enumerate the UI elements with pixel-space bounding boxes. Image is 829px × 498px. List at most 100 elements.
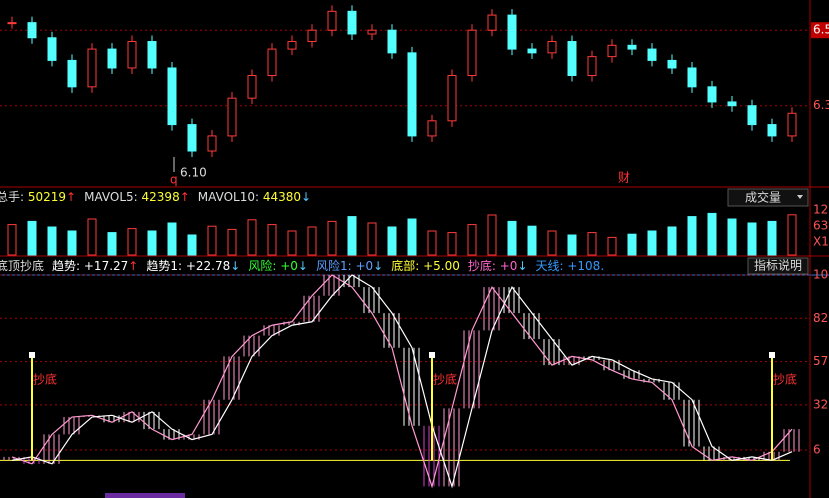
candle xyxy=(627,44,637,50)
candle xyxy=(167,67,177,126)
volume-bar xyxy=(47,226,57,256)
volume-bar xyxy=(567,234,577,256)
header-arrow: ↓ xyxy=(517,259,527,273)
candle xyxy=(227,97,237,137)
volume-bar xyxy=(707,212,717,256)
candle xyxy=(687,67,697,88)
header-value: 50219 xyxy=(28,190,66,204)
candle xyxy=(367,29,377,35)
candle xyxy=(727,101,737,107)
header-arrow: ↓ xyxy=(373,259,383,273)
candle xyxy=(467,29,477,77)
candle xyxy=(107,48,117,69)
header-label: MAVOL5: xyxy=(84,190,141,204)
volume-bar xyxy=(447,232,457,256)
volume-bar xyxy=(467,224,477,256)
header-value: 42398 xyxy=(142,190,180,204)
volume-bar xyxy=(387,226,397,256)
y-tick-label: 6 xyxy=(813,442,821,456)
header-label: 抄底: xyxy=(468,258,500,273)
news-label: 财 xyxy=(618,171,630,185)
volume-bar xyxy=(347,216,357,256)
volume-bar xyxy=(767,220,777,256)
volume-bar xyxy=(687,216,697,256)
header-value: +5.00 xyxy=(423,259,460,273)
volume-bar xyxy=(747,222,757,256)
signal-label: 抄底 xyxy=(33,372,57,387)
candle xyxy=(187,124,197,152)
candle xyxy=(147,41,157,69)
tick-highlight xyxy=(811,22,829,39)
help-box[interactable] xyxy=(747,257,809,275)
candle xyxy=(87,48,97,88)
candle xyxy=(207,135,217,152)
volume-bar xyxy=(667,226,677,256)
volume-bar xyxy=(167,222,177,256)
volume-axis-label: X10 xyxy=(813,235,829,249)
volume-bar xyxy=(207,225,217,256)
selector-label[interactable]: 成交量 xyxy=(745,190,781,205)
candle xyxy=(667,59,677,69)
y-tick-label: 32 xyxy=(813,397,828,411)
indicator-line xyxy=(11,274,793,489)
volume-bar xyxy=(247,219,257,256)
candle xyxy=(547,41,557,54)
candle xyxy=(767,124,777,137)
header-arrow: ↓ xyxy=(298,259,308,273)
header-label: 趋势: xyxy=(52,259,84,273)
signal-cap xyxy=(429,352,435,358)
volume-bar xyxy=(727,218,737,256)
signal-label: 抄底 xyxy=(773,372,797,387)
low-label: 6.10 xyxy=(180,166,207,180)
y-tick-label: 6.3 xyxy=(813,98,829,112)
candle xyxy=(447,75,457,122)
header-label: MAVOL10: xyxy=(198,190,263,204)
candle xyxy=(587,56,597,77)
low-marker: q xyxy=(170,173,178,187)
header-value: +0 xyxy=(280,259,298,273)
y-tick-label: 6.5 xyxy=(813,23,829,37)
volume-bar xyxy=(147,230,157,256)
help-button[interactable]: 指标说明 xyxy=(747,257,809,275)
volume-header: 总手: 50219↑ MAVOL5: 42398↑ MAVOL10: 44380↓ xyxy=(0,190,311,204)
volume-axis-label: 12 xyxy=(813,203,828,217)
candle xyxy=(527,48,537,54)
candle xyxy=(607,44,617,58)
volume-bar xyxy=(607,236,617,256)
volume-bar xyxy=(127,228,137,256)
candle xyxy=(307,29,317,43)
header-value: 44380 xyxy=(263,190,301,204)
volume-bar xyxy=(107,232,117,256)
header-arrow: ↑ xyxy=(180,190,190,204)
header-arrow: ↓ xyxy=(301,190,311,204)
header-value: +108. xyxy=(567,259,604,273)
header-value: +0 xyxy=(500,259,518,273)
header-value: +0 xyxy=(355,259,373,273)
header-arrow: ↑ xyxy=(128,259,138,273)
y-tick-label: 57 xyxy=(813,354,828,368)
volume-bar xyxy=(267,224,277,256)
candle xyxy=(347,10,357,35)
volume-bar xyxy=(327,220,337,256)
candle xyxy=(407,52,417,137)
y-tick-label: 107 xyxy=(813,268,829,282)
selector[interactable]: 成交量 xyxy=(727,188,809,207)
candle xyxy=(27,22,37,39)
header-arrow: ↓ xyxy=(230,259,240,273)
candle xyxy=(247,75,257,99)
help-label[interactable]: 指标说明 xyxy=(754,258,802,273)
volume-bar xyxy=(187,234,197,256)
header-label: 风险: xyxy=(248,258,280,273)
candle xyxy=(7,22,17,25)
volume-bar xyxy=(307,226,317,256)
indicator-header: 底顶抄底 趋势: +17.27↑ 趋势1: +22.78↓ 风险: +0↓ 风险1: +… xyxy=(0,258,604,273)
volume-bar xyxy=(287,230,297,256)
volume-bar xyxy=(627,233,637,256)
header-label: 底部: xyxy=(391,258,423,273)
volume-bar xyxy=(7,224,17,256)
selector-box[interactable] xyxy=(727,188,809,207)
header-label: 天线: xyxy=(536,259,568,273)
indicator-name: 底顶抄底 xyxy=(0,258,44,273)
indicator-line xyxy=(11,274,793,489)
